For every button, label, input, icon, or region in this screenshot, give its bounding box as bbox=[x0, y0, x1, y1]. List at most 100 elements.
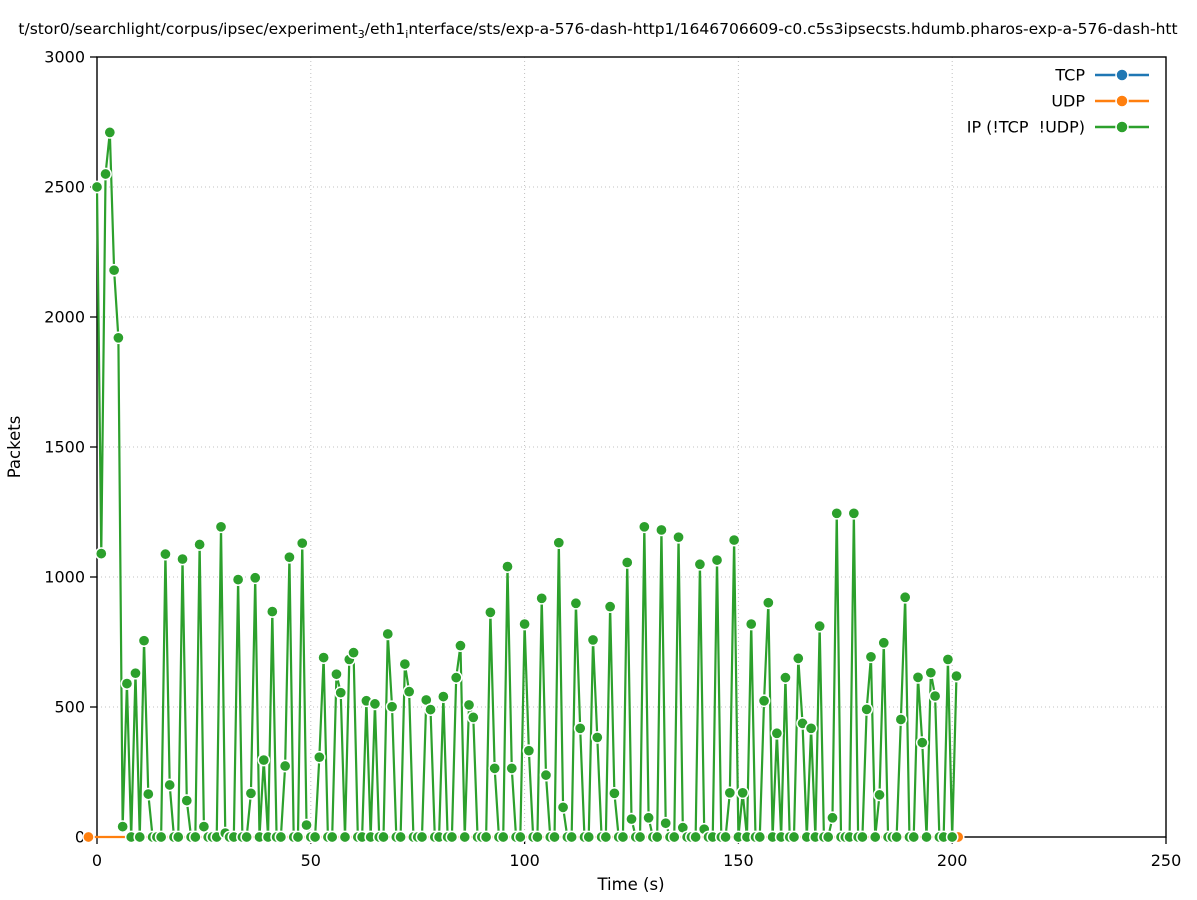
data-point-marker bbox=[535, 591, 549, 605]
data-point-marker bbox=[462, 698, 476, 712]
data-point-marker bbox=[330, 667, 343, 681]
data-point-marker bbox=[761, 596, 775, 610]
data-point-marker bbox=[877, 636, 891, 650]
data-point-marker bbox=[552, 536, 566, 550]
x-tick-label: 100 bbox=[509, 851, 540, 870]
y-tick-label: 500 bbox=[54, 698, 85, 717]
data-point-marker bbox=[278, 759, 292, 773]
data-point-marker bbox=[377, 830, 390, 844]
data-point-marker bbox=[176, 552, 189, 566]
title-text: t/stor0/searchlight/corpus/ipsec/experim… bbox=[18, 20, 357, 38]
data-point-marker bbox=[826, 811, 839, 825]
data-point-marker bbox=[633, 830, 647, 844]
y-tick-label: 3000 bbox=[44, 48, 85, 67]
data-point-marker bbox=[779, 671, 792, 684]
data-point-marker bbox=[248, 571, 262, 585]
data-point-marker bbox=[445, 830, 459, 844]
legend-marker bbox=[1115, 94, 1129, 108]
title-subscript: 3 bbox=[358, 28, 365, 41]
data-point-marker bbox=[116, 820, 130, 833]
data-point-marker bbox=[141, 787, 155, 801]
x-tick-label: 0 bbox=[92, 851, 102, 870]
data-point-marker bbox=[847, 506, 861, 520]
data-point-marker bbox=[197, 820, 211, 833]
y-tick-label: 2500 bbox=[44, 178, 85, 197]
data-point-marker bbox=[129, 666, 142, 680]
data-point-marker bbox=[313, 750, 326, 764]
data-point-marker bbox=[159, 547, 172, 561]
data-point-marker bbox=[616, 830, 630, 844]
data-point-marker bbox=[787, 830, 801, 844]
data-point-marker bbox=[599, 830, 613, 844]
data-point-marker bbox=[402, 685, 416, 699]
x-axis-label: Time (s) bbox=[596, 875, 664, 894]
data-point-marker bbox=[637, 520, 651, 534]
data-point-marker bbox=[642, 811, 655, 825]
data-point-marker bbox=[107, 263, 121, 277]
legend-entry-udp: UDP bbox=[1051, 92, 1149, 111]
data-point-marker bbox=[898, 590, 912, 604]
y-axis-label: Packets bbox=[5, 416, 24, 479]
data-point-marker bbox=[650, 830, 664, 844]
legend: TCP UDP IP (!TCP !UDP) bbox=[967, 66, 1149, 137]
data-point-marker bbox=[385, 700, 399, 714]
data-point-marker bbox=[860, 702, 874, 716]
legend-label: TCP bbox=[1054, 66, 1085, 85]
data-point-marker bbox=[672, 530, 685, 544]
data-point-marker bbox=[501, 560, 514, 573]
series-ip-tcp-udp bbox=[90, 126, 963, 844]
title-subscript: i bbox=[405, 28, 408, 41]
data-point-marker bbox=[231, 573, 245, 586]
data-point-marker bbox=[300, 818, 313, 832]
data-point-marker bbox=[265, 605, 279, 618]
data-point-marker bbox=[496, 830, 510, 844]
tick-labels: 0 500 1000 1500 2000 2500 3000 0 50 100 150 200 250 bbox=[44, 48, 1181, 871]
data-point-marker bbox=[719, 830, 732, 844]
data-point-marker bbox=[830, 506, 844, 520]
data-point-marker bbox=[347, 646, 360, 660]
legend-entry-tcp: TCP bbox=[1054, 66, 1149, 85]
data-point-marker bbox=[308, 830, 322, 844]
data-point-marker bbox=[317, 651, 330, 664]
data-point-marker bbox=[894, 713, 908, 726]
title-text: nterface/sts/exp-a-576-dash-http1/164670… bbox=[408, 20, 1177, 38]
data-point-marker bbox=[112, 331, 125, 345]
data-point-marker bbox=[569, 596, 583, 610]
data-point-marker bbox=[590, 731, 604, 744]
data-point-marker bbox=[479, 830, 493, 844]
data-point-marker bbox=[368, 697, 382, 711]
data-point-marker bbox=[920, 830, 933, 844]
data-point-marker bbox=[608, 786, 621, 800]
x-tick-label: 200 bbox=[937, 851, 968, 870]
data-point-marker bbox=[864, 650, 878, 664]
data-point-marker bbox=[398, 657, 412, 671]
legend-marker bbox=[1115, 68, 1129, 82]
data-point-marker bbox=[325, 830, 339, 844]
data-point-marker bbox=[415, 830, 429, 844]
data-point-marker bbox=[945, 830, 959, 844]
x-tick-label: 150 bbox=[723, 851, 754, 870]
data-point-marker bbox=[244, 786, 258, 800]
data-point-marker bbox=[928, 689, 942, 703]
data-point-marker bbox=[338, 830, 352, 844]
data-point-marker bbox=[120, 677, 134, 690]
data-point-marker bbox=[90, 180, 104, 194]
data-point-marker bbox=[911, 671, 925, 684]
data-point-marker bbox=[586, 633, 600, 647]
data-point-marker bbox=[240, 830, 254, 844]
data-point-marker bbox=[454, 639, 467, 652]
data-point-marker bbox=[655, 523, 668, 537]
data-point-marker bbox=[488, 762, 502, 775]
data-point-marker bbox=[334, 686, 348, 700]
data-point-marker bbox=[813, 619, 826, 633]
data-point-marker bbox=[689, 830, 702, 844]
data-point-marker bbox=[518, 617, 531, 631]
data-point-marker bbox=[548, 830, 561, 844]
data-point-marker bbox=[381, 627, 395, 641]
data-point-marker bbox=[99, 167, 112, 181]
data-point-marker bbox=[821, 830, 835, 844]
data-point-marker bbox=[723, 786, 737, 800]
data-point-marker bbox=[757, 694, 771, 708]
data-point-marker bbox=[154, 830, 168, 844]
data-point-marker bbox=[437, 690, 450, 703]
